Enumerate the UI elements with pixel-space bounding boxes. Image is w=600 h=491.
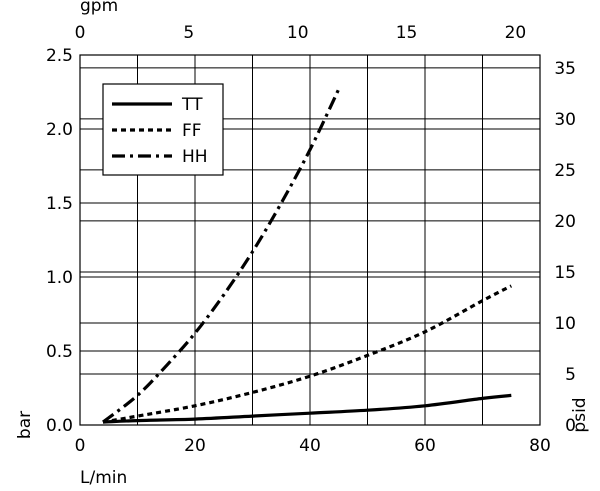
right-tick-label: 10 bbox=[554, 314, 576, 334]
legend-label-hh: HH bbox=[182, 147, 208, 167]
right-axis-label: psid bbox=[570, 397, 590, 432]
top-tick-label: 10 bbox=[287, 23, 309, 43]
top-tick-label: 15 bbox=[396, 23, 418, 43]
y-axis-label: bar bbox=[15, 411, 35, 439]
top-axis-label: gpm bbox=[80, 0, 118, 16]
series-line-hh bbox=[102, 88, 341, 424]
right-tick-label: 25 bbox=[554, 161, 576, 181]
series-line-tt bbox=[102, 393, 512, 424]
right-tick-label: 20 bbox=[554, 212, 576, 232]
right-tick-label: 35 bbox=[554, 59, 576, 79]
right-tick-label: 15 bbox=[554, 263, 576, 283]
y-tick-label: 0.0 bbox=[46, 416, 73, 436]
y-tick-label: 2.0 bbox=[46, 120, 73, 140]
y-tick-label: 1.0 bbox=[46, 268, 73, 288]
top-tick-label: 20 bbox=[505, 23, 527, 43]
x-tick-label: 0 bbox=[75, 436, 86, 456]
x-tick-label: 20 bbox=[184, 436, 206, 456]
legend-label-ff: FF bbox=[182, 121, 202, 141]
right-tick-label: 0 bbox=[565, 416, 576, 436]
y-tick-label: 0.5 bbox=[46, 342, 73, 362]
y-tick-label: 2.5 bbox=[46, 46, 73, 66]
legend-label-tt: TT bbox=[181, 95, 203, 115]
plot-frame bbox=[79, 54, 541, 426]
plot-series bbox=[102, 88, 513, 424]
x-axis-label: L/min bbox=[80, 468, 127, 488]
right-tick-label: 5 bbox=[565, 365, 576, 385]
tick-labels: 0 20 40 60 800 5 10 15 200.00.51.01.52.02.505101… bbox=[46, 23, 576, 456]
x-tick-label: 80 bbox=[529, 436, 551, 456]
top-tick-label: 0 bbox=[75, 23, 86, 43]
legend: TT FF HH bbox=[102, 83, 224, 176]
y-tick-label: 1.5 bbox=[46, 194, 73, 214]
top-tick-label: 5 bbox=[183, 23, 194, 43]
right-tick-label: 30 bbox=[554, 110, 576, 130]
x-tick-label: 60 bbox=[414, 436, 436, 456]
x-tick-label: 40 bbox=[299, 436, 321, 456]
